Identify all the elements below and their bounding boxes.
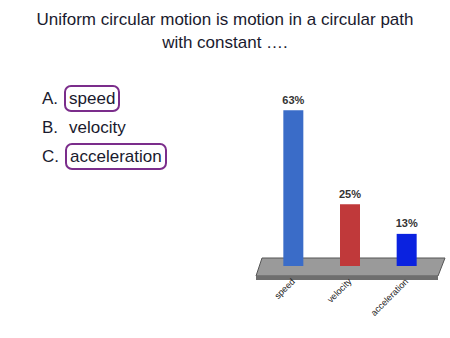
html-text:acceleration: acceleration	[70, 147, 162, 166]
svg-text:acceleration: acceleration	[369, 276, 410, 317]
svg-text:25%: 25%	[339, 188, 361, 200]
html-text:speed: speed	[69, 89, 116, 108]
html-text:C.: C.	[42, 147, 59, 166]
html-text:Uniform circular motion is mot: Uniform circular motion is motion in a c…	[36, 10, 414, 52]
svg-text:63%: 63%	[282, 94, 304, 106]
svg-text:13%: 13%	[396, 217, 418, 229]
svg-text:velocity: velocity	[325, 276, 354, 305]
svg-text:speed: speed	[272, 276, 296, 300]
html-text:B.: B.	[42, 118, 59, 137]
html-text:velocity: velocity	[69, 118, 126, 137]
html-text:A.: A.	[42, 89, 59, 108]
